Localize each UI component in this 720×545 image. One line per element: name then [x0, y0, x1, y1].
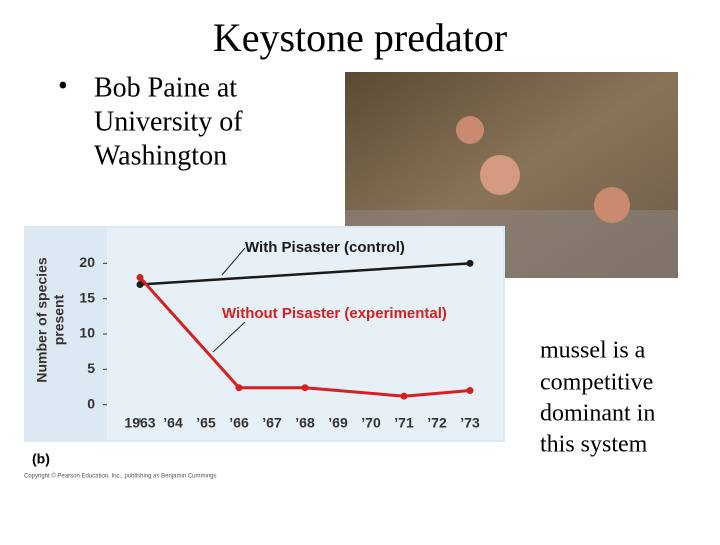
series-label: With Pisaster (control): [245, 239, 405, 256]
x-tick-label: ’72: [427, 415, 447, 431]
slide-title: Keystone predator: [213, 15, 507, 60]
point: [136, 281, 144, 289]
point: [466, 259, 474, 267]
bullet-line: University of: [94, 106, 243, 137]
plot-area: [107, 228, 503, 440]
point: [136, 273, 144, 281]
note-line: mussel is a: [540, 338, 646, 364]
y-tick-label: 20: [79, 254, 95, 270]
sea-star: [456, 116, 484, 144]
x-tick-label: ’68: [295, 415, 315, 431]
point: [235, 384, 243, 392]
x-tick-label: ’67: [262, 415, 282, 431]
note-line: dominant in: [540, 401, 655, 427]
credit: Copyright © Pearson Education, Inc., pub…: [24, 473, 217, 480]
note-line: this system: [540, 432, 648, 458]
x-tick-label: ’66: [229, 415, 249, 431]
x-tick-label: ’71: [394, 415, 414, 431]
leader-line: [212, 321, 246, 353]
series-line: [139, 262, 471, 286]
y-tick-label: 15: [79, 289, 95, 305]
x-tick-label: ’69: [328, 415, 348, 431]
x-tick-label: ’73: [460, 415, 480, 431]
panel-label: (b): [32, 451, 50, 467]
bullet-line: Washington: [94, 140, 227, 171]
point: [466, 387, 474, 395]
sea-star: [480, 155, 520, 195]
leader-line: [221, 247, 246, 276]
series-label: Without Pisaster (experimental): [222, 305, 447, 322]
x-tick-label: ’70: [361, 415, 381, 431]
y-tick-label: 0: [87, 395, 95, 411]
bullet-dot: •: [58, 70, 68, 101]
y-axis-label: present: [51, 294, 67, 345]
x-tick-label: ’65: [196, 415, 216, 431]
point: [301, 384, 309, 392]
x-tick-label: 1963: [124, 415, 155, 431]
note-line: competitive: [540, 370, 653, 396]
sea-star: [594, 187, 630, 223]
y-tick-label: 5: [87, 360, 95, 376]
bullet-line: Bob Paine at: [94, 72, 237, 103]
point: [400, 392, 408, 400]
y-axis-label: Number of species: [34, 257, 50, 382]
x-tick-label: ’64: [163, 415, 183, 431]
y-tick-label: 10: [79, 325, 95, 341]
